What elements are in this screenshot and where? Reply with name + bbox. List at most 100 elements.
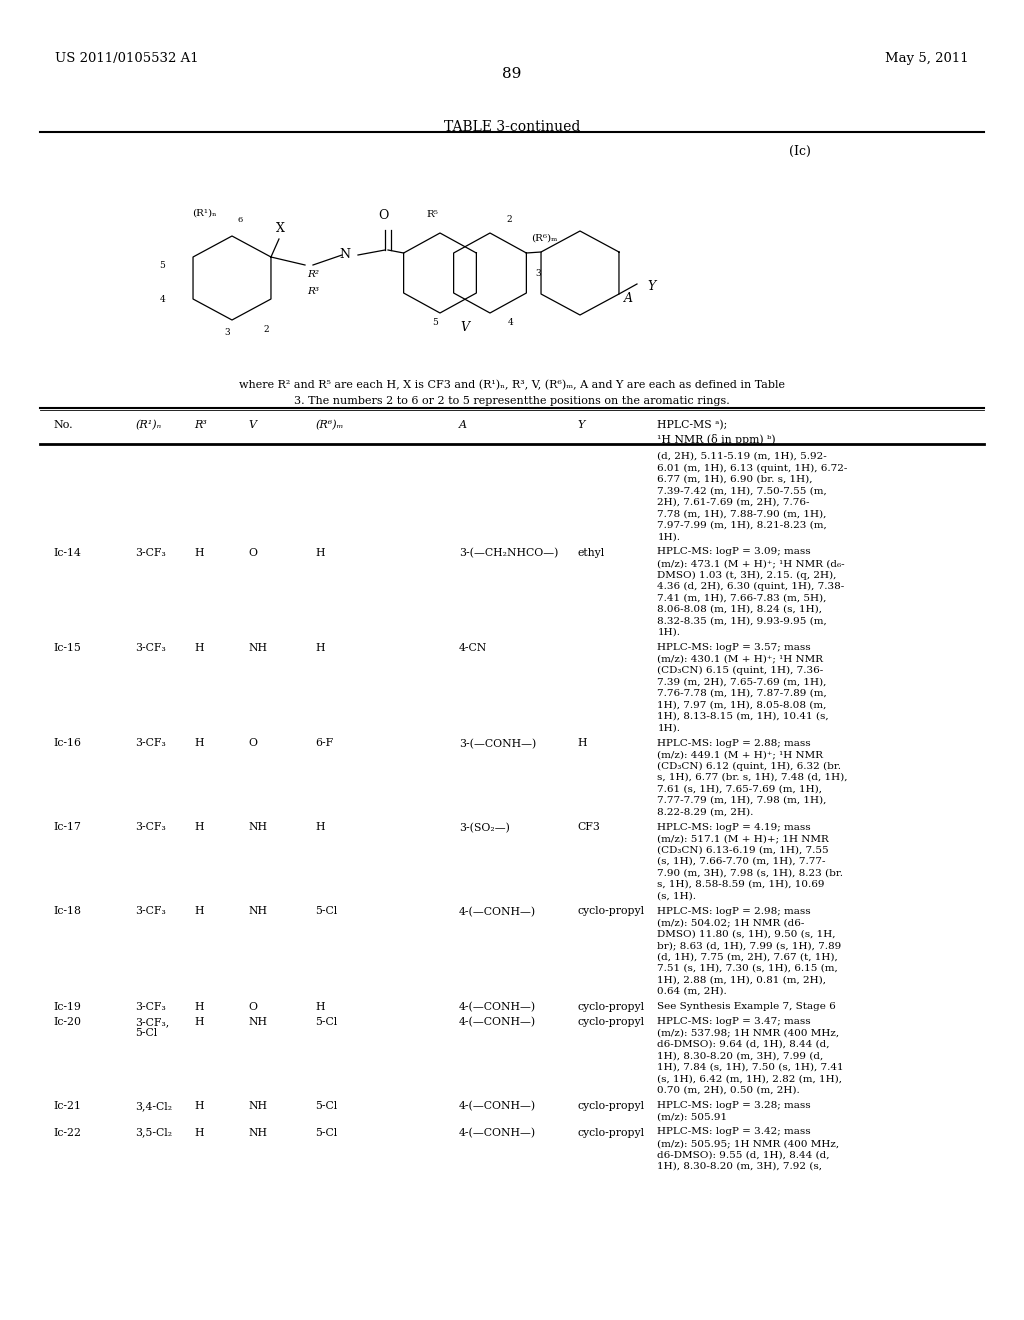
Text: ¹H NMR (δ in ppm) ᵇ): ¹H NMR (δ in ppm) ᵇ) [657, 434, 776, 445]
Text: V: V [249, 420, 257, 430]
Text: Y: Y [647, 280, 655, 293]
Text: NH: NH [249, 907, 268, 916]
Text: 6.77 (m, 1H), 6.90 (br. s, 1H),: 6.77 (m, 1H), 6.90 (br. s, 1H), [657, 475, 813, 484]
Text: A: A [459, 420, 467, 430]
Text: 5-Cl: 5-Cl [315, 1127, 338, 1138]
Text: DMSO) 1.03 (t, 3H), 2.15. (q, 2H),: DMSO) 1.03 (t, 3H), 2.15. (q, 2H), [657, 570, 837, 579]
Text: (Ic): (Ic) [790, 145, 811, 158]
Text: 1H), 8.30-8.20 (m, 3H), 7.92 (s,: 1H), 8.30-8.20 (m, 3H), 7.92 (s, [657, 1162, 822, 1171]
Text: R³: R³ [195, 420, 208, 430]
Text: H: H [578, 738, 587, 748]
Text: NH: NH [249, 822, 268, 833]
Text: (m/z): 505.95; 1H NMR (400 MHz,: (m/z): 505.95; 1H NMR (400 MHz, [657, 1139, 840, 1148]
Text: 5: 5 [432, 318, 438, 327]
Text: HPLC-MS: logP = 4.19; mass: HPLC-MS: logP = 4.19; mass [657, 822, 811, 832]
Text: 3-CF₃: 3-CF₃ [135, 1002, 166, 1012]
Text: (R⁶)ₘ: (R⁶)ₘ [315, 420, 344, 430]
Text: 7.78 (m, 1H), 7.88-7.90 (m, 1H),: 7.78 (m, 1H), 7.88-7.90 (m, 1H), [657, 510, 826, 519]
Text: 3-(—CH₂NHCO—): 3-(—CH₂NHCO—) [459, 548, 558, 558]
Text: 3-CF₃: 3-CF₃ [135, 907, 166, 916]
Text: 1H).: 1H). [657, 723, 680, 733]
Text: Ic-14: Ic-14 [53, 548, 81, 557]
Text: 3-CF₃: 3-CF₃ [135, 738, 166, 748]
Text: O: O [378, 209, 388, 222]
Text: 2H), 7.61-7.69 (m, 2H), 7.76-: 2H), 7.61-7.69 (m, 2H), 7.76- [657, 498, 810, 507]
Text: Ic-18: Ic-18 [53, 907, 81, 916]
Text: R³: R³ [307, 286, 319, 296]
Text: 3. The numbers 2 to 6 or 2 to 5 representthe positions on the aromatic rings.: 3. The numbers 2 to 6 or 2 to 5 represen… [294, 396, 730, 407]
Text: 4-(—CONH—): 4-(—CONH—) [459, 1127, 536, 1138]
Text: 8.06-8.08 (m, 1H), 8.24 (s, 1H),: 8.06-8.08 (m, 1H), 8.24 (s, 1H), [657, 605, 822, 614]
Text: R⁵: R⁵ [426, 210, 438, 219]
Text: 1H), 8.13-8.15 (m, 1H), 10.41 (s,: 1H), 8.13-8.15 (m, 1H), 10.41 (s, [657, 711, 829, 721]
Text: 6-F: 6-F [315, 738, 334, 748]
Text: 4-(—CONH—): 4-(—CONH—) [459, 907, 536, 917]
Text: 6.01 (m, 1H), 6.13 (quint, 1H), 6.72-: 6.01 (m, 1H), 6.13 (quint, 1H), 6.72- [657, 463, 848, 473]
Text: 1H).: 1H). [657, 532, 680, 541]
Text: 3-CF₃: 3-CF₃ [135, 643, 166, 653]
Text: ethyl: ethyl [578, 548, 605, 557]
Text: H: H [195, 643, 204, 653]
Text: 5: 5 [159, 261, 165, 269]
Text: (R¹)ₙ: (R¹)ₙ [135, 420, 162, 430]
Text: 5-Cl: 5-Cl [315, 907, 338, 916]
Text: V: V [461, 321, 469, 334]
Text: (d, 1H), 7.75 (m, 2H), 7.67 (t, 1H),: (d, 1H), 7.75 (m, 2H), 7.67 (t, 1H), [657, 953, 839, 961]
Text: Ic-21: Ic-21 [53, 1101, 81, 1111]
Text: where R² and R⁵ are each H, X is CF3 and (R¹)ₙ, R³, V, (R⁶)ₘ, A and Y are each a: where R² and R⁵ are each H, X is CF3 and… [239, 380, 785, 391]
Text: 5-Cl: 5-Cl [315, 1101, 338, 1111]
Text: May 5, 2011: May 5, 2011 [886, 51, 969, 65]
Text: N: N [340, 248, 350, 261]
Text: 7.41 (m, 1H), 7.66-7.83 (m, 5H),: 7.41 (m, 1H), 7.66-7.83 (m, 5H), [657, 594, 826, 602]
Text: 89: 89 [503, 67, 521, 81]
Text: 7.97-7.99 (m, 1H), 8.21-8.23 (m,: 7.97-7.99 (m, 1H), 8.21-8.23 (m, [657, 521, 827, 531]
Text: NH: NH [249, 1016, 268, 1027]
Text: H: H [315, 643, 325, 653]
Text: 7.90 (m, 3H), 7.98 (s, 1H), 8.23 (br.: 7.90 (m, 3H), 7.98 (s, 1H), 8.23 (br. [657, 869, 844, 878]
Text: 1H), 2.88 (m, 1H), 0.81 (m, 2H),: 1H), 2.88 (m, 1H), 0.81 (m, 2H), [657, 975, 826, 985]
Text: 4: 4 [160, 294, 165, 304]
Text: 1H), 8.30-8.20 (m, 3H), 7.99 (d,: 1H), 8.30-8.20 (m, 3H), 7.99 (d, [657, 1052, 823, 1060]
Text: 4: 4 [508, 318, 514, 327]
Text: 2: 2 [506, 215, 512, 224]
Text: Ic-16: Ic-16 [53, 738, 81, 748]
Text: cyclo-propyl: cyclo-propyl [578, 1016, 645, 1027]
Text: Y: Y [578, 420, 585, 430]
Text: (R⁶)ₘ: (R⁶)ₘ [531, 234, 558, 243]
Text: 3-CF₃: 3-CF₃ [135, 822, 166, 833]
Text: H: H [195, 1002, 204, 1012]
Text: Ic-17: Ic-17 [53, 822, 81, 833]
Text: (m/z): 504.02; 1H NMR (d6-: (m/z): 504.02; 1H NMR (d6- [657, 917, 805, 927]
Text: 5-Cl: 5-Cl [315, 1016, 338, 1027]
Text: H: H [315, 822, 325, 833]
Text: s, 1H), 8.58-8.59 (m, 1H), 10.69: s, 1H), 8.58-8.59 (m, 1H), 10.69 [657, 880, 825, 888]
Text: 2: 2 [263, 325, 269, 334]
Text: 7.39-7.42 (m, 1H), 7.50-7.55 (m,: 7.39-7.42 (m, 1H), 7.50-7.55 (m, [657, 487, 827, 495]
Text: H: H [195, 822, 204, 833]
Text: (s, 1H), 6.42 (m, 1H), 2.82 (m, 1H),: (s, 1H), 6.42 (m, 1H), 2.82 (m, 1H), [657, 1074, 843, 1084]
Text: O: O [249, 1002, 258, 1012]
Text: 8.22-8.29 (m, 2H).: 8.22-8.29 (m, 2H). [657, 808, 754, 817]
Text: 4.36 (d, 2H), 6.30 (quint, 1H), 7.38-: 4.36 (d, 2H), 6.30 (quint, 1H), 7.38- [657, 582, 845, 591]
Text: See Synthesis Example 7, Stage 6: See Synthesis Example 7, Stage 6 [657, 1002, 837, 1011]
Text: 3-CF₃,: 3-CF₃, [135, 1016, 169, 1027]
Text: (m/z): 430.1 (M + H)⁺; ¹H NMR: (m/z): 430.1 (M + H)⁺; ¹H NMR [657, 655, 823, 664]
Text: O: O [249, 548, 258, 557]
Text: TABLE 3-continued: TABLE 3-continued [443, 120, 581, 135]
Text: CF3: CF3 [578, 822, 600, 833]
Text: 5-Cl: 5-Cl [135, 1028, 158, 1039]
Text: HPLC-MS: logP = 3.28; mass: HPLC-MS: logP = 3.28; mass [657, 1101, 811, 1110]
Text: d6-DMSO): 9.64 (d, 1H), 8.44 (d,: d6-DMSO): 9.64 (d, 1H), 8.44 (d, [657, 1040, 829, 1049]
Text: H: H [195, 907, 204, 916]
Text: H: H [195, 1127, 204, 1138]
Text: (s, 1H).: (s, 1H). [657, 891, 696, 900]
Text: 7.39 (m, 2H), 7.65-7.69 (m, 1H),: 7.39 (m, 2H), 7.65-7.69 (m, 1H), [657, 677, 826, 686]
Text: HPLC-MS: logP = 3.57; mass: HPLC-MS: logP = 3.57; mass [657, 643, 811, 652]
Text: 8.32-8.35 (m, 1H), 9.93-9.95 (m,: 8.32-8.35 (m, 1H), 9.93-9.95 (m, [657, 616, 827, 626]
Text: X: X [276, 222, 285, 235]
Text: HPLC-MS: logP = 3.42; mass: HPLC-MS: logP = 3.42; mass [657, 1127, 811, 1137]
Text: H: H [315, 548, 325, 557]
Text: Ic-20: Ic-20 [53, 1016, 81, 1027]
Text: (m/z): 449.1 (M + H)⁺; ¹H NMR: (m/z): 449.1 (M + H)⁺; ¹H NMR [657, 750, 823, 759]
Text: 7.51 (s, 1H), 7.30 (s, 1H), 6.15 (m,: 7.51 (s, 1H), 7.30 (s, 1H), 6.15 (m, [657, 964, 839, 973]
